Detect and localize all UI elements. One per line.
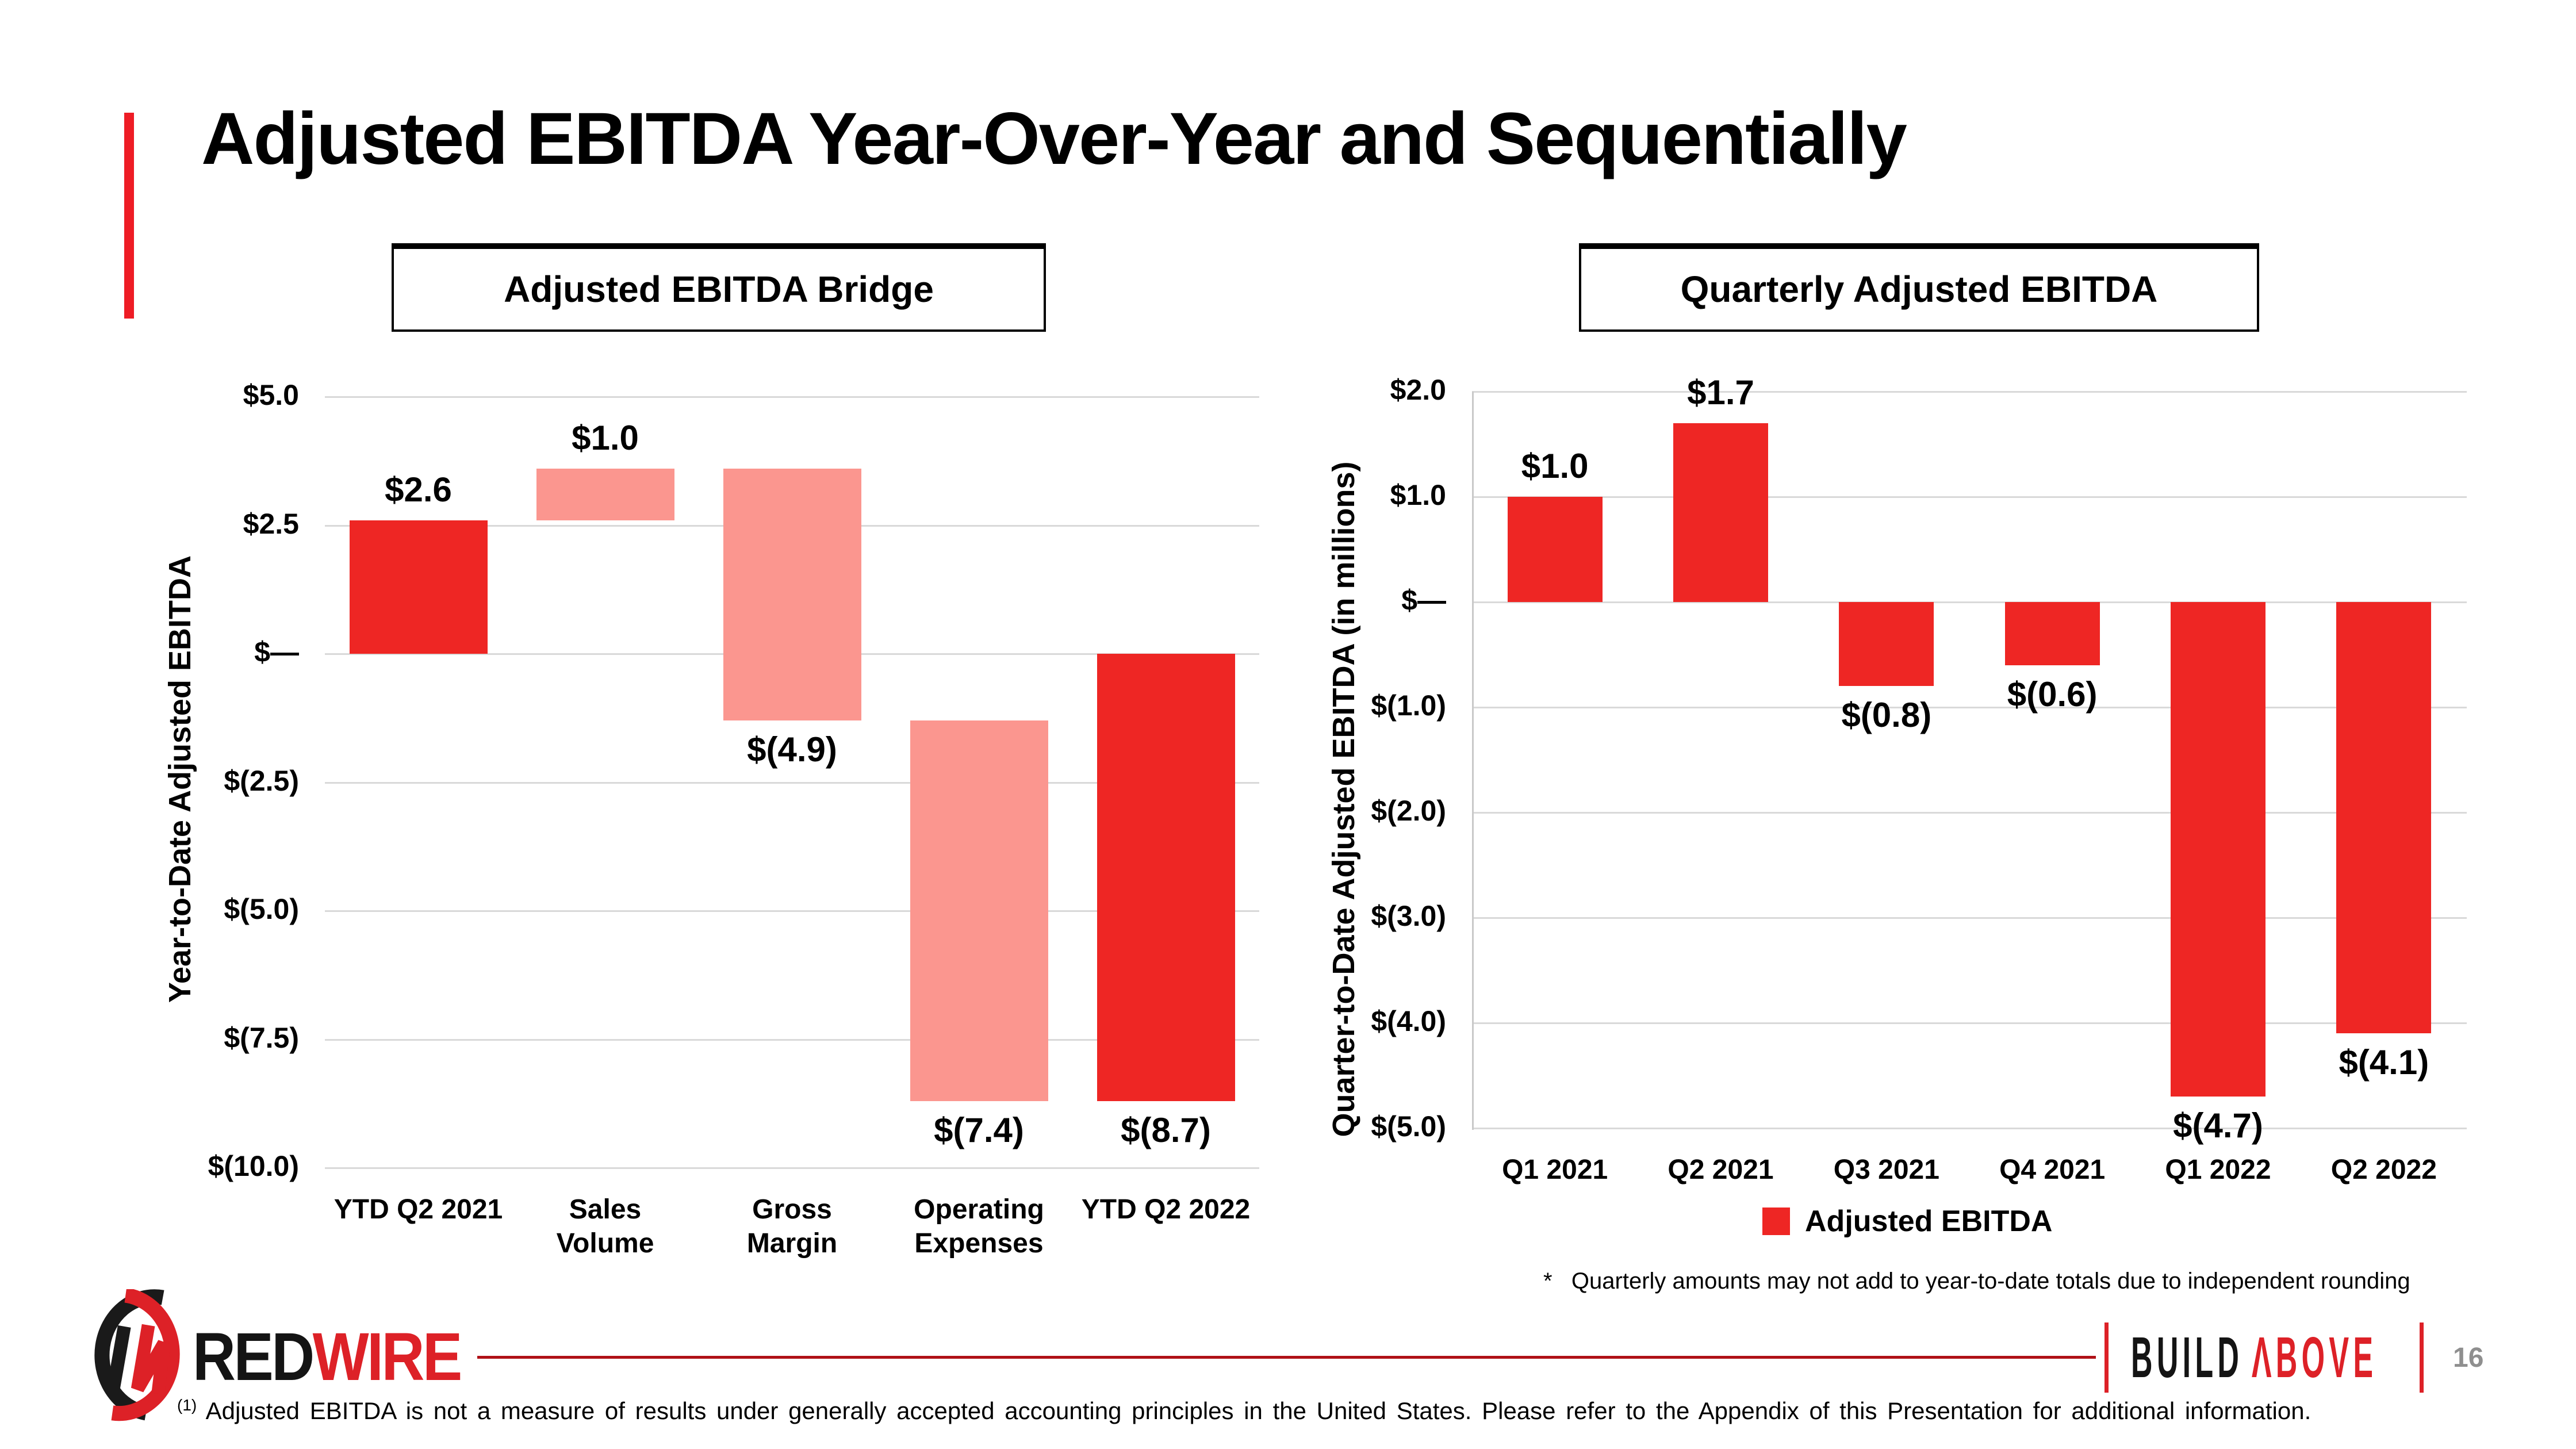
gaap-footnote: (1) Adjusted EBITDA is not a measure of …: [177, 1396, 2311, 1425]
footnote-marker: (1): [177, 1396, 197, 1414]
legend-label: Adjusted EBITDA: [1805, 1205, 2053, 1238]
bar-q1-2021: [1507, 497, 1603, 602]
gridline: [1472, 917, 2467, 919]
build-above-tagline: BUILD ΛBOVE: [2131, 1329, 2377, 1386]
bar-value-label: $(7.4): [934, 1110, 1024, 1149]
bar-q2-2021: [1673, 423, 1768, 602]
gridline: [1472, 601, 2467, 603]
bar-value-label: $1.0: [1521, 447, 1589, 485]
footnote-text: Adjusted EBITDA is not a measure of resu…: [205, 1397, 2312, 1424]
right-chart-title: Quarterly Adjusted EBITDA: [1680, 269, 2158, 310]
gridline: [1472, 1022, 2467, 1024]
bar-q4-2021: [2004, 602, 2100, 665]
bar-ytd-q2-2022: [1097, 654, 1235, 1101]
gridline: [1472, 707, 2467, 708]
y-tick-label: $(2.0): [1371, 795, 1446, 827]
y-tick-label: $1.0: [1390, 479, 1446, 511]
y-tick-label: $(5.0): [224, 893, 299, 925]
legend: Adjusted EBITDA: [1762, 1204, 2052, 1239]
redwire-logo-icon: [94, 1289, 180, 1421]
footer-separator-right: [2420, 1322, 2424, 1393]
bar-value-label: $1.7: [1687, 373, 1754, 412]
gridline: [325, 910, 1259, 912]
y-axis-line: [1472, 392, 1474, 1130]
above-text: ΛBOVE: [2251, 1325, 2378, 1390]
y-tick-label: $(5.0): [1371, 1110, 1446, 1143]
y-tick-label: $2.0: [1390, 374, 1446, 406]
gridline: [325, 396, 1259, 398]
bar-value-label: $1.0: [572, 419, 639, 458]
gridline: [1472, 391, 2467, 393]
y-tick-label: $(7.5): [224, 1021, 299, 1054]
footer-divider-line: [477, 1356, 2096, 1359]
y-tick-label: $(10.0): [208, 1150, 299, 1182]
x-tick-label: Q1 2022: [2165, 1155, 2271, 1185]
y-tick-label: $2.5: [243, 507, 299, 540]
rounding-footnote: * Quarterly amounts may not add to year-…: [1543, 1268, 2410, 1294]
bar-value-label: $(0.6): [2007, 674, 2098, 714]
x-tick-label: YTD Q2 2022: [1081, 1194, 1251, 1225]
footer-separator-left: [2104, 1322, 2109, 1393]
brand-wire-text: WIRE: [312, 1319, 463, 1395]
bar-value-label: $(0.8): [1841, 696, 1932, 735]
bar-gross-margin: [723, 469, 861, 721]
x-tick-label: YTD Q2 2021: [334, 1194, 503, 1225]
y-tick-label: $—: [254, 636, 299, 668]
x-tick-label: Q4 2021: [1999, 1155, 2106, 1185]
y-tick-label: $—: [1401, 584, 1446, 616]
y-tick-label: $(4.0): [1371, 1005, 1446, 1037]
gridline: [325, 781, 1259, 784]
bar-q3-2021: [1839, 602, 1934, 687]
redwire-wordmark: REDWIRE: [193, 1319, 463, 1395]
right-chart-title-box: Quarterly Adjusted EBITDA: [1579, 243, 2259, 332]
y-tick-label: $(2.5): [224, 764, 299, 797]
x-tick-label: Sales Volume: [556, 1194, 654, 1259]
gridline: [325, 1038, 1259, 1041]
page-number: 16: [2453, 1343, 2484, 1373]
bar-q2-2022: [2336, 602, 2432, 1034]
gridline: [325, 1167, 1259, 1169]
bar-q1-2022: [2171, 602, 2266, 1097]
bar-value-label: $(8.7): [1121, 1110, 1211, 1149]
x-tick-label: Operating Expenses: [914, 1194, 1044, 1259]
x-tick-label: Q1 2021: [1502, 1155, 1608, 1185]
bar-value-label: $(4.7): [2173, 1106, 2263, 1145]
gridline: [1472, 1128, 2467, 1129]
x-tick-label: Q3 2021: [1833, 1155, 1939, 1185]
legend-swatch: [1762, 1208, 1790, 1235]
x-tick-label: Q2 2022: [2330, 1155, 2437, 1185]
y-tick-label: $5.0: [243, 379, 299, 411]
y-tick-label: $(3.0): [1371, 900, 1446, 932]
left-chart-title-box: Adjusted EBITDA Bridge: [392, 243, 1046, 332]
x-tick-label: Q2 2021: [1667, 1155, 1774, 1185]
build-text: BUILD: [2131, 1325, 2244, 1390]
brand-red-text: RED: [193, 1319, 315, 1395]
bar-ytd-q2-2021: [349, 520, 488, 654]
bar-operating-expenses: [910, 720, 1048, 1101]
title-accent-bar: [124, 113, 134, 319]
bar-sales-volume: [536, 469, 674, 520]
gridline: [1472, 812, 2467, 814]
left-chart-title: Adjusted EBITDA Bridge: [504, 269, 934, 310]
gridline: [1472, 496, 2467, 498]
x-tick-label: Gross Margin: [746, 1194, 838, 1259]
bar-value-label: $(4.1): [2339, 1043, 2429, 1082]
y-tick-label: $(1.0): [1371, 689, 1446, 722]
page-title: Adjusted EBITDA Year-Over-Year and Seque…: [201, 98, 1907, 180]
bar-value-label: $2.6: [385, 470, 452, 509]
bar-value-label: $(4.9): [747, 730, 837, 769]
